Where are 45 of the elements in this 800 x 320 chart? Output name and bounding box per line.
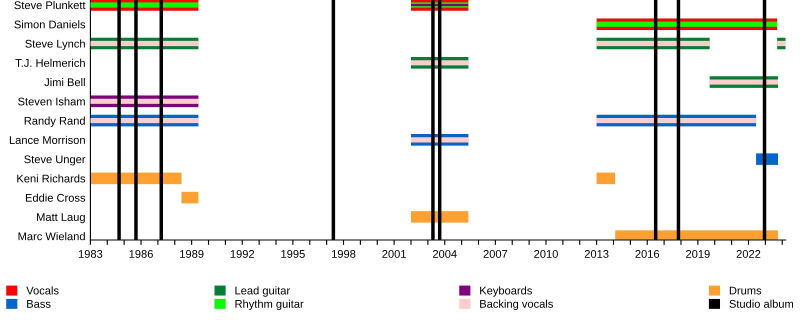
x-tick-label: 1989 (180, 250, 204, 258)
x-tick-label: 2004 (432, 250, 457, 258)
legend-label: Backing vocals (480, 300, 553, 310)
bar (182, 192, 198, 204)
legend-label: Vocals (26, 286, 59, 294)
bar (411, 137, 468, 142)
legend-label: Keyboards (480, 286, 532, 297)
x-tick-label: 1995 (281, 250, 305, 258)
y-tick-label: Randy Rand (24, 116, 85, 127)
y-tick-label: Marc Wieland (18, 232, 85, 240)
x-tick-label: 2007 (484, 250, 508, 258)
y-tick-label: Steve Unger (24, 155, 86, 166)
y-tick-label: Eddie Cross (26, 194, 86, 202)
x-tick-label: 2010 (534, 250, 558, 258)
bar (777, 40, 786, 46)
legend-label: Drums (730, 286, 762, 294)
y-tick-label: T.J. Helmerich (15, 58, 85, 67)
bar (596, 118, 756, 124)
x-tick-label: 2022 (736, 250, 760, 258)
y-tick-label: Lance Morrison (10, 136, 85, 144)
x-tick-label: 2019 (686, 250, 710, 258)
y-tick-label: Matt Laug (37, 213, 85, 224)
x-tick-label: 1992 (230, 250, 254, 258)
bar (710, 79, 778, 85)
bar (596, 172, 616, 184)
x-tick-label: 2013 (584, 250, 608, 258)
x-tick-label: 2001 (382, 250, 406, 258)
y-tick-label: Simon Daniels (14, 20, 86, 28)
y-tick-label: Steven Isham (18, 97, 85, 106)
y-tick-label: Jimi Bell (44, 78, 85, 86)
legend-label: Lead guitar (235, 286, 290, 297)
bar (90, 98, 198, 104)
x-tick-label: 2016 (635, 250, 660, 258)
bar (596, 40, 710, 46)
bar (596, 22, 778, 27)
x-tick-label: 1998 (332, 250, 356, 258)
legend-label: Bass (27, 300, 51, 308)
x-tick-label: 1986 (130, 250, 153, 258)
bar (411, 60, 468, 66)
y-tick-label: Steve Plunkett (14, 0, 86, 10)
y-tick-label: Keni Richards (17, 174, 86, 182)
legend-label: Rhythm guitar (235, 300, 304, 310)
y-tick-label: Steve Lynch (25, 40, 85, 50)
x-tick-label: 1983 (78, 250, 102, 258)
legend-label: Studio album (729, 300, 794, 308)
